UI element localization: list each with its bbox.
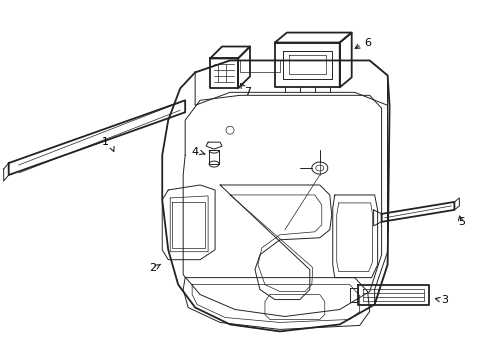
Text: 4: 4 [191, 147, 198, 157]
Text: 7: 7 [244, 87, 251, 97]
Text: 3: 3 [440, 294, 447, 305]
Text: 6: 6 [364, 37, 370, 48]
Text: 2: 2 [148, 263, 156, 273]
Text: 5: 5 [457, 217, 464, 227]
Text: 1: 1 [102, 137, 109, 147]
